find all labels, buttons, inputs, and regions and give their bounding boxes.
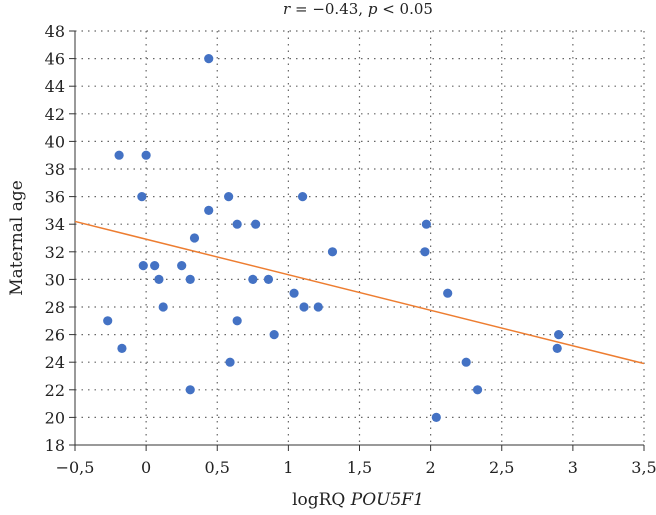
x-axis-label-prefix: logRQ bbox=[292, 490, 351, 510]
y-tick-label: 34 bbox=[45, 215, 65, 234]
y-tick-label: 40 bbox=[45, 132, 65, 151]
y-tick-label: 30 bbox=[45, 270, 65, 289]
x-tick-labels: −0,5 0 0,5 1 1,5 2 2,5 3 3,5 bbox=[56, 458, 656, 477]
x-axis-label-gene: POU5F1 bbox=[350, 490, 424, 510]
data-points bbox=[103, 54, 564, 422]
data-point bbox=[117, 343, 127, 353]
data-point bbox=[103, 316, 113, 326]
x-axis-label: logRQ POU5F1 bbox=[292, 490, 424, 510]
x-tick-label: 1 bbox=[283, 458, 293, 477]
y-tick-label: 44 bbox=[45, 77, 65, 96]
chart-title: r = −0.43, p < 0.05 bbox=[283, 0, 433, 18]
x-tick-label: 1,5 bbox=[347, 458, 372, 477]
data-point bbox=[225, 357, 235, 367]
y-tick-label: 32 bbox=[45, 243, 65, 262]
x-tick-label: 3,5 bbox=[631, 458, 656, 477]
data-point bbox=[158, 302, 168, 312]
y-tick-labels: 18 20 22 24 26 28 30 32 34 36 38 40 42 44 46 48 bbox=[45, 22, 65, 455]
trendline-layer bbox=[74, 220, 645, 365]
x-tick-label: 2,5 bbox=[489, 458, 514, 477]
data-point bbox=[114, 150, 124, 160]
data-point bbox=[461, 357, 471, 367]
y-tick-label: 38 bbox=[45, 160, 65, 179]
axes bbox=[69, 30, 645, 451]
gridlines bbox=[75, 30, 645, 445]
x-tick-label: 3 bbox=[568, 458, 578, 477]
data-point bbox=[177, 261, 187, 271]
data-point bbox=[224, 192, 234, 202]
data-point bbox=[313, 302, 323, 312]
data-point bbox=[431, 412, 441, 422]
data-point bbox=[299, 302, 309, 312]
data-point bbox=[232, 219, 242, 229]
y-tick-label: 42 bbox=[45, 105, 65, 124]
data-point bbox=[289, 288, 299, 298]
data-point bbox=[185, 385, 195, 395]
data-point bbox=[137, 192, 147, 202]
y-tick-label: 36 bbox=[45, 188, 65, 207]
regression-line bbox=[74, 220, 645, 365]
data-point bbox=[185, 274, 195, 284]
data-point bbox=[472, 385, 483, 395]
data-point bbox=[154, 274, 164, 284]
x-tick-label: 0 bbox=[141, 458, 151, 477]
y-axis-label: Maternal age bbox=[7, 180, 27, 296]
data-point bbox=[204, 54, 214, 64]
title-p-value: < 0.05 bbox=[377, 0, 433, 18]
data-point bbox=[138, 261, 148, 271]
y-tick-label: 22 bbox=[45, 381, 65, 400]
title-r-value: = −0.43, bbox=[290, 0, 368, 18]
data-point bbox=[327, 247, 338, 257]
data-point bbox=[420, 247, 430, 257]
title-r-symbol: r bbox=[283, 0, 291, 18]
y-tick-label: 26 bbox=[45, 326, 65, 345]
data-point bbox=[269, 330, 279, 340]
data-point bbox=[251, 219, 261, 229]
y-tick-label: 20 bbox=[45, 408, 65, 427]
data-point bbox=[443, 288, 453, 298]
y-tick-label: 28 bbox=[45, 298, 65, 317]
data-point bbox=[248, 274, 258, 284]
data-point bbox=[189, 233, 200, 243]
title-p-symbol: p bbox=[368, 0, 378, 18]
y-tick-label: 46 bbox=[45, 50, 65, 69]
data-point bbox=[263, 274, 274, 284]
x-tick-label: 2 bbox=[426, 458, 436, 477]
data-point bbox=[554, 330, 564, 340]
data-point bbox=[204, 205, 214, 215]
data-point bbox=[552, 343, 562, 353]
x-tick-label: 0,5 bbox=[205, 458, 230, 477]
y-tick-label: 24 bbox=[45, 353, 65, 372]
data-point bbox=[141, 150, 151, 160]
data-point bbox=[232, 316, 242, 326]
y-tick-label: 48 bbox=[45, 22, 65, 41]
data-point bbox=[421, 219, 431, 229]
data-point bbox=[150, 261, 160, 271]
x-tick-label: −0,5 bbox=[56, 458, 95, 477]
y-tick-label: 18 bbox=[45, 436, 65, 455]
data-point bbox=[298, 192, 308, 202]
